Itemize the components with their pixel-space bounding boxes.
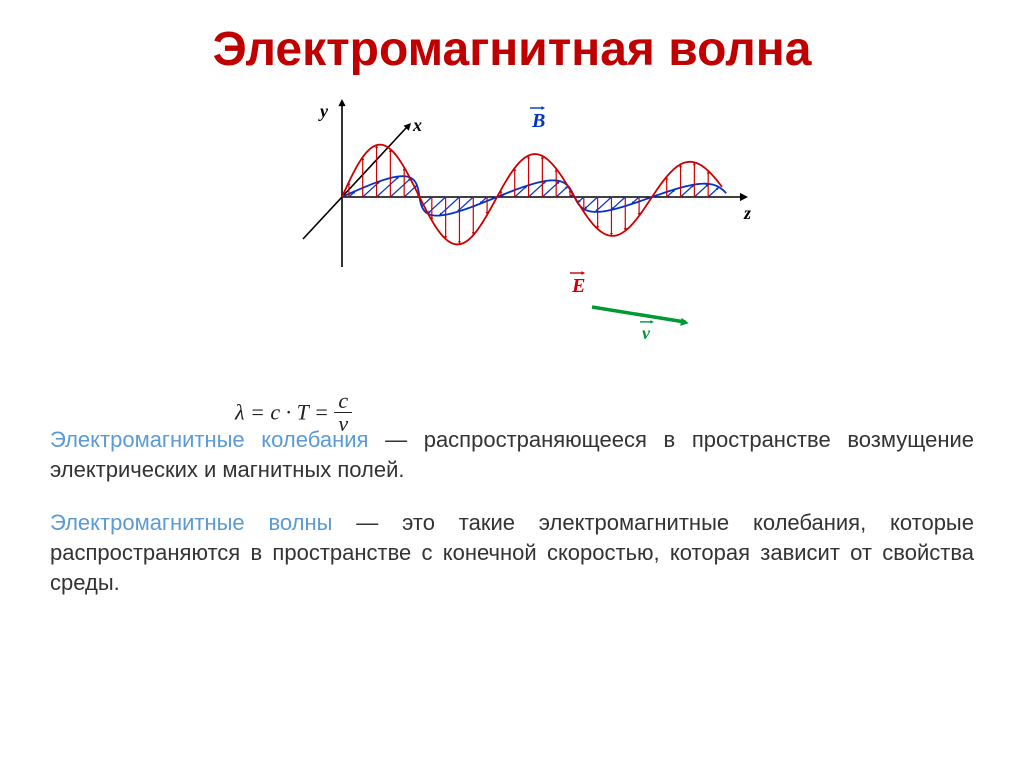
definition-waves: Электромагнитные волны — это такие элект… [50, 508, 974, 599]
svg-text:y: y [318, 101, 329, 121]
wavelength-formula: λ = c · T = c v [235, 392, 352, 437]
page-title: Электромагнитная волна [50, 22, 974, 77]
svg-text:E: E [571, 275, 585, 297]
svg-text:B: B [531, 110, 545, 132]
definitions-block: Электромагнитные колебания — распростран… [50, 425, 974, 599]
wave-diagram-wrap: y x z B Ev [50, 77, 974, 397]
svg-text:x: x [412, 115, 422, 135]
svg-text:z: z [743, 203, 751, 223]
formula-numerator: c [334, 390, 352, 413]
formula-prefix: λ = c · T = [235, 400, 334, 425]
svg-text:v: v [642, 323, 651, 343]
formula-denominator: v [334, 413, 352, 435]
term-waves: Электромагнитные волны [50, 510, 332, 535]
definition-oscillations: Электромагнитные колебания — распростран… [50, 425, 974, 486]
wave-diagram: y x z B Ev [252, 77, 772, 397]
